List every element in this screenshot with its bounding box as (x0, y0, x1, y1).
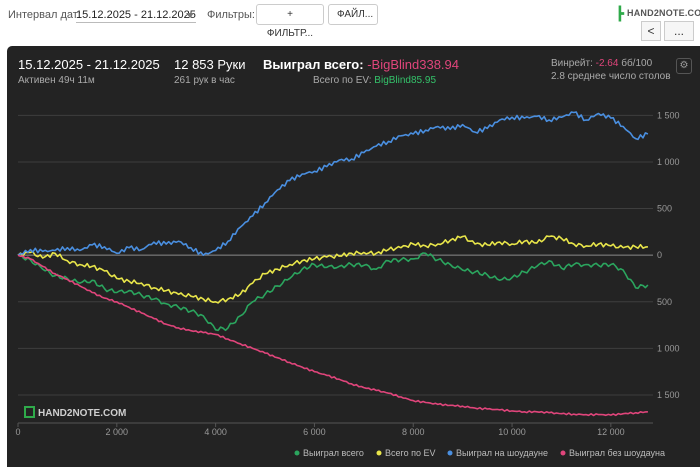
total-won: Выиграл всего: -BigBlind338.94 (263, 57, 459, 72)
x-tick-label: 8 000 (402, 427, 425, 437)
series-line-0 (17, 252, 649, 332)
legend-entry: Выиграл всего (303, 448, 364, 458)
profit-chart: 1 500 1 000 500 0 500 1 000 1 500 0 2 000 4 000 6 … (15, 110, 680, 458)
ev-total: Всего по EV: BigBlind85.95 (313, 75, 436, 86)
series-line-2 (17, 111, 649, 256)
chevron-down-icon[interactable] (186, 13, 194, 18)
hand2note-logo: ┣HAND2NOTE.COM (616, 6, 700, 21)
watermark-logo-icon (24, 406, 35, 418)
legend-marker (447, 450, 453, 456)
y-tick-label: 500 (657, 297, 672, 307)
avg-tables: 2.8 среднее число столов (551, 71, 671, 82)
hands-count: 12 853 Руки (174, 57, 246, 72)
more-button[interactable]: ... (664, 21, 694, 41)
ev-label: Всего по EV: (313, 75, 372, 86)
legend-entry: Выиграл на шоудауне (456, 448, 548, 458)
ev-value: BigBlind85.95 (374, 75, 437, 86)
legend-entry: Выиграл без шоудауна (569, 448, 665, 458)
legend-marker (376, 450, 382, 456)
back-button[interactable]: < (641, 21, 661, 41)
winrate: Винрейт: -2.64 бб/100 (551, 58, 652, 69)
x-tick-label: 4 000 (204, 427, 227, 437)
y-tick-label: 1 000 (657, 157, 680, 167)
graph-panel: 15.12.2025 - 21.12.2025 Активен 49ч 11м … (7, 46, 700, 467)
winrate-value: -2.64 (595, 58, 619, 69)
x-tick-label: 0 (15, 427, 20, 437)
add-filter-button[interactable]: + ФИЛЬТР... (256, 4, 324, 39)
x-tick-label: 12 000 (597, 427, 625, 437)
filters-label: Фильтры: (207, 9, 255, 21)
series-line-1 (17, 235, 648, 304)
logo-icon: ┣ (616, 6, 625, 21)
hands-per-hour: 261 рук в час (174, 75, 235, 86)
y-tick-label: 1 500 (657, 390, 680, 400)
file-button[interactable]: ФАЙЛ... (328, 4, 378, 25)
x-tick-label: 10 000 (498, 427, 526, 437)
watermark-logo: HAND2NOTE.COM (38, 408, 126, 419)
legend-marker (294, 450, 300, 456)
total-won-value: -BigBlind338.94 (367, 57, 460, 72)
top-toolbar: Интервал дат: 15.12.2025 - 21.12.2025 Фи… (0, 0, 700, 46)
active-time: Активен 49ч 11м (18, 75, 95, 86)
x-tick-label: 2 000 (106, 427, 129, 437)
x-tick-label: 6 000 (303, 427, 326, 437)
header-date-range: 15.12.2025 - 21.12.2025 (18, 57, 160, 72)
winrate-label: Винрейт: (551, 58, 593, 69)
legend-marker (560, 450, 566, 456)
legend-entry: Всего по EV (385, 448, 435, 458)
series-line-3 (17, 254, 648, 417)
date-range-select[interactable]: 15.12.2025 - 21.12.2025 (76, 9, 196, 23)
date-range-label: Интервал дат: (8, 9, 81, 21)
gear-icon[interactable]: ⚙ (676, 58, 692, 74)
total-won-label: Выиграл всего: (263, 57, 364, 72)
y-tick-label: 0 (657, 250, 662, 260)
y-tick-label: 1 500 (657, 110, 680, 120)
y-tick-label: 500 (657, 204, 672, 214)
y-tick-label: 1 000 (657, 343, 680, 353)
winrate-unit: бб/100 (621, 58, 653, 69)
